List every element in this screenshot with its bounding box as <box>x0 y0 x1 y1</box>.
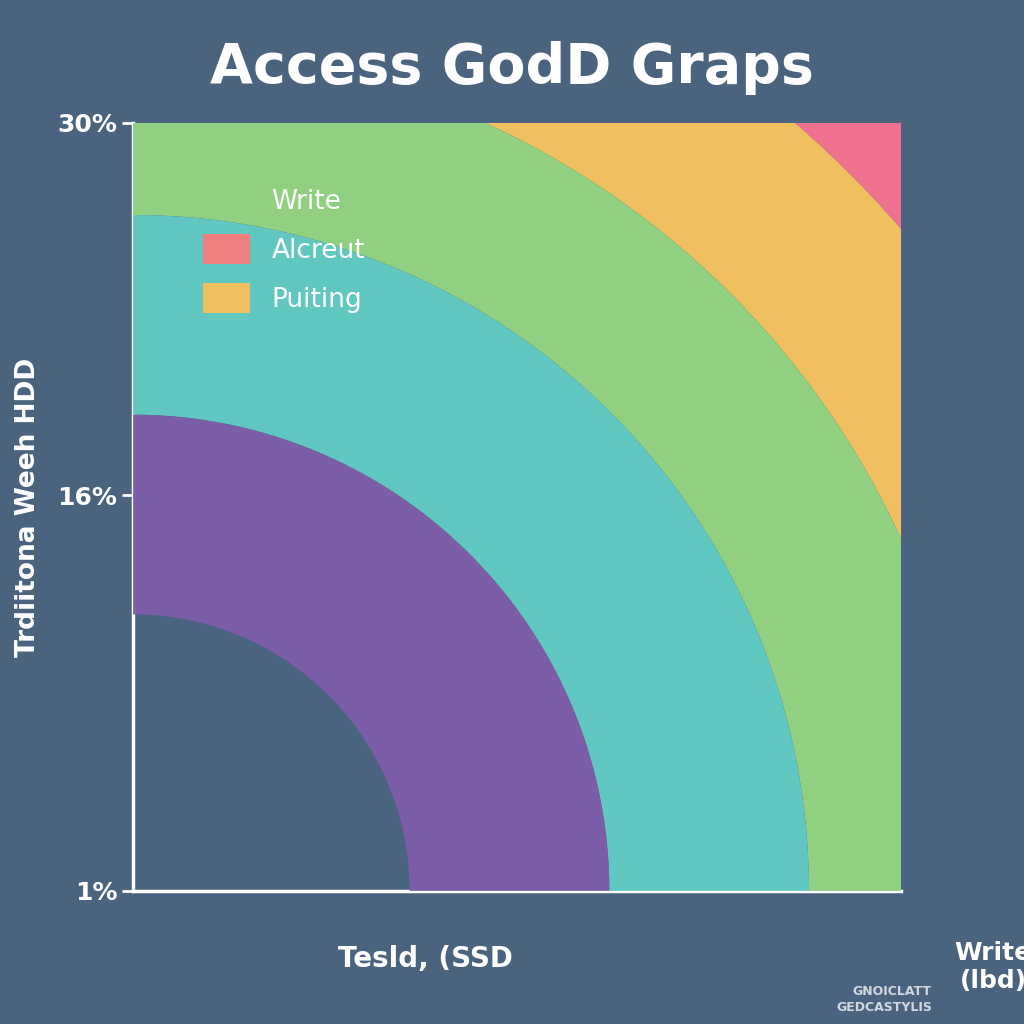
Text: Tesld, (SSD: Tesld, (SSD <box>338 944 512 973</box>
Polygon shape <box>133 0 1024 891</box>
Polygon shape <box>133 46 978 891</box>
Text: GNOICLATT: GNOICLATT <box>853 985 932 998</box>
Polygon shape <box>133 215 809 891</box>
Y-axis label: Trdiitona Weeh HDD: Trdiitona Weeh HDD <box>14 357 41 656</box>
Polygon shape <box>133 415 609 891</box>
Text: Write
(lbd): Write (lbd) <box>954 941 1024 992</box>
Text: GEDCASTYLIS: GEDCASTYLIS <box>836 1000 932 1014</box>
Polygon shape <box>133 0 1024 891</box>
Legend: Write, Alcreut, Puiting: Write, Alcreut, Puiting <box>193 174 376 324</box>
Text: Access GodD Graps: Access GodD Graps <box>210 41 814 95</box>
